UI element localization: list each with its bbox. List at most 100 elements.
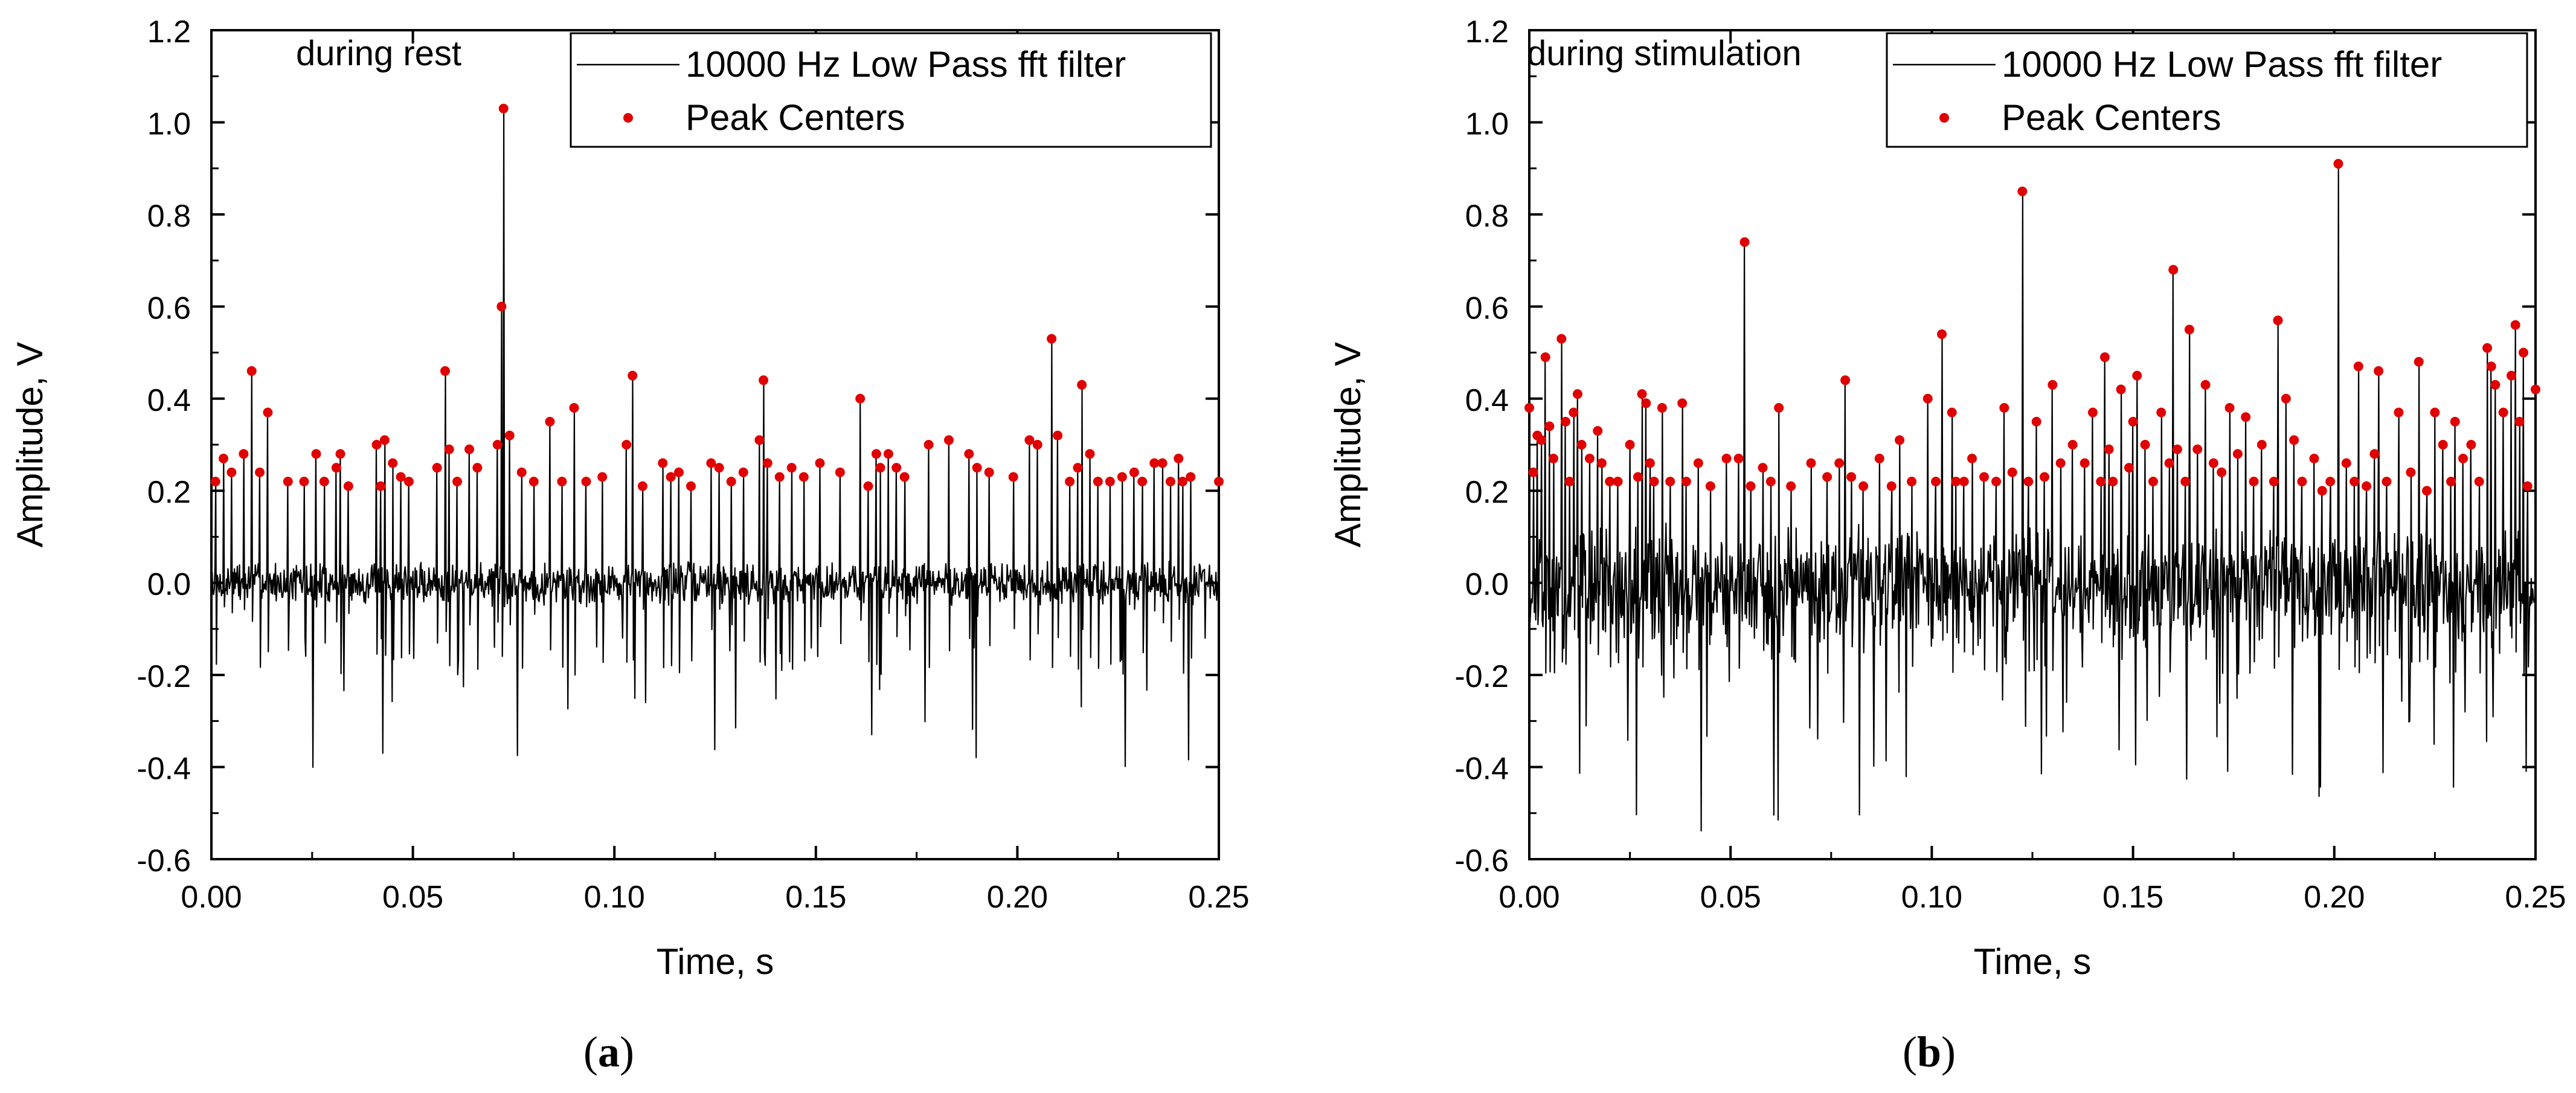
- peak-center-point: [2087, 407, 2098, 418]
- peak-center-point: [2249, 476, 2259, 486]
- legend-box: [1886, 32, 2528, 148]
- y-tick-label: 0.6: [1465, 291, 1509, 326]
- peak-center-point: [1806, 458, 1816, 468]
- peak-center-point: [2256, 440, 2267, 450]
- peak-center-point: [299, 476, 309, 486]
- peak-center-point: [2140, 440, 2150, 450]
- peak-center-point: [1593, 426, 1603, 436]
- peak-center-point: [1677, 398, 1688, 408]
- peak-center-point: [875, 463, 885, 473]
- peak-center-point: [1681, 476, 1691, 486]
- peak-center-point: [1093, 476, 1103, 486]
- peak-center-point: [2466, 440, 2476, 450]
- peak-center-point: [1822, 472, 1832, 482]
- peak-center-point: [2273, 315, 2283, 326]
- peak-center-point: [2522, 481, 2533, 491]
- peak-center-point: [1560, 416, 1570, 427]
- peak-center-point: [472, 463, 483, 473]
- peak-center-point: [496, 301, 507, 312]
- peak-center-point: [863, 481, 873, 491]
- legend-label-peaks: Peak Centers: [686, 97, 905, 138]
- peak-center-point: [714, 463, 724, 473]
- peak-center-point: [798, 472, 809, 482]
- peak-center-point: [464, 444, 475, 454]
- peak-center-point: [2325, 476, 2336, 486]
- y-tick-label: 1.0: [1465, 106, 1509, 141]
- x-tick-label: 0.00: [1498, 880, 1559, 915]
- peak-center-point: [2414, 356, 2424, 367]
- x-axis-title: Time, s: [1974, 941, 2091, 982]
- peak-center-point: [2116, 384, 2126, 395]
- peak-center-point: [2180, 476, 2191, 486]
- peak-center-point: [1572, 389, 1582, 399]
- peak-center-point: [2192, 444, 2203, 454]
- peak-center-point: [2374, 366, 2384, 376]
- peak-center-point: [1645, 458, 1655, 468]
- peak-center-point: [388, 458, 398, 468]
- peak-center-point: [2232, 449, 2243, 459]
- peak-center-point: [1739, 237, 1750, 247]
- peak-center-point: [210, 476, 220, 486]
- peak-center-point: [835, 467, 845, 477]
- y-tick-label: 0.2: [1465, 475, 1509, 510]
- peak-center-point: [1008, 472, 1018, 482]
- peak-center-point: [2172, 444, 2182, 454]
- peak-center-point: [1758, 463, 1768, 473]
- peak-center-point: [1641, 398, 1651, 408]
- peak-center-point: [1186, 472, 1196, 482]
- peak-center-point: [666, 472, 676, 482]
- panel-annotation: during stimulation: [1527, 34, 1802, 73]
- peak-center-point: [2510, 320, 2520, 330]
- x-axis-title: Time, s: [657, 941, 774, 982]
- peak-center-point: [2200, 379, 2211, 390]
- y-tick-label: 0.6: [147, 291, 191, 326]
- panel-annotation: during rest: [296, 34, 461, 73]
- y-tick-label: -0.4: [137, 752, 191, 787]
- peak-center-point: [2406, 467, 2416, 477]
- y-tick-label: -0.6: [137, 843, 191, 879]
- peak-center-point: [1931, 476, 1941, 486]
- peak-center-point: [2067, 440, 2078, 450]
- peak-center-point: [706, 458, 716, 468]
- peak-center-point: [1540, 352, 1550, 363]
- peak-center-point: [1596, 458, 1607, 468]
- peak-center-point: [1613, 476, 1623, 486]
- peak-center-point: [628, 370, 638, 381]
- peak-center-point: [2382, 476, 2392, 486]
- peak-center-point: [2048, 379, 2058, 390]
- x-tick-label: 0.15: [2102, 880, 2163, 915]
- x-tick-label: 0.20: [2304, 880, 2365, 915]
- peak-center-point: [1117, 472, 1127, 482]
- peak-center-point: [1765, 476, 1776, 486]
- peak-center-point: [2184, 324, 2194, 335]
- peak-center-point: [440, 366, 450, 376]
- y-tick-label: 0.4: [147, 383, 191, 418]
- peak-center-point: [1979, 472, 1990, 482]
- peak-center-point: [984, 467, 994, 477]
- peak-center-point: [498, 103, 509, 114]
- peak-center-point: [504, 430, 515, 440]
- peak-center-point: [226, 467, 237, 477]
- x-tick-label: 0.25: [2505, 880, 2566, 915]
- x-tick-label: 0.15: [785, 880, 846, 915]
- peak-center-point: [2498, 407, 2508, 418]
- y-tick-label: 0.2: [147, 475, 191, 510]
- peak-center-point: [2269, 476, 2279, 486]
- legend-dot-swatch: [623, 113, 633, 123]
- peak-center-point: [2128, 416, 2138, 427]
- peak-center-point: [1569, 407, 1579, 418]
- peak-center-point: [1959, 476, 1969, 486]
- x-tick-label: 0.10: [584, 880, 645, 915]
- peak-center-point: [891, 463, 902, 473]
- peak-center-point: [1922, 393, 1933, 404]
- peak-center-point: [545, 416, 555, 427]
- peak-center-point: [343, 481, 353, 491]
- peak-center-point: [1991, 476, 2002, 486]
- y-tick-label: 1.0: [147, 106, 191, 141]
- peak-center-point: [2297, 476, 2307, 486]
- peak-center-point: [1073, 463, 1083, 473]
- peak-center-point: [2104, 444, 2114, 454]
- peak-center-point: [2490, 379, 2501, 390]
- peak-center-point: [637, 481, 647, 491]
- panel-label-b: (b): [1903, 1028, 1956, 1076]
